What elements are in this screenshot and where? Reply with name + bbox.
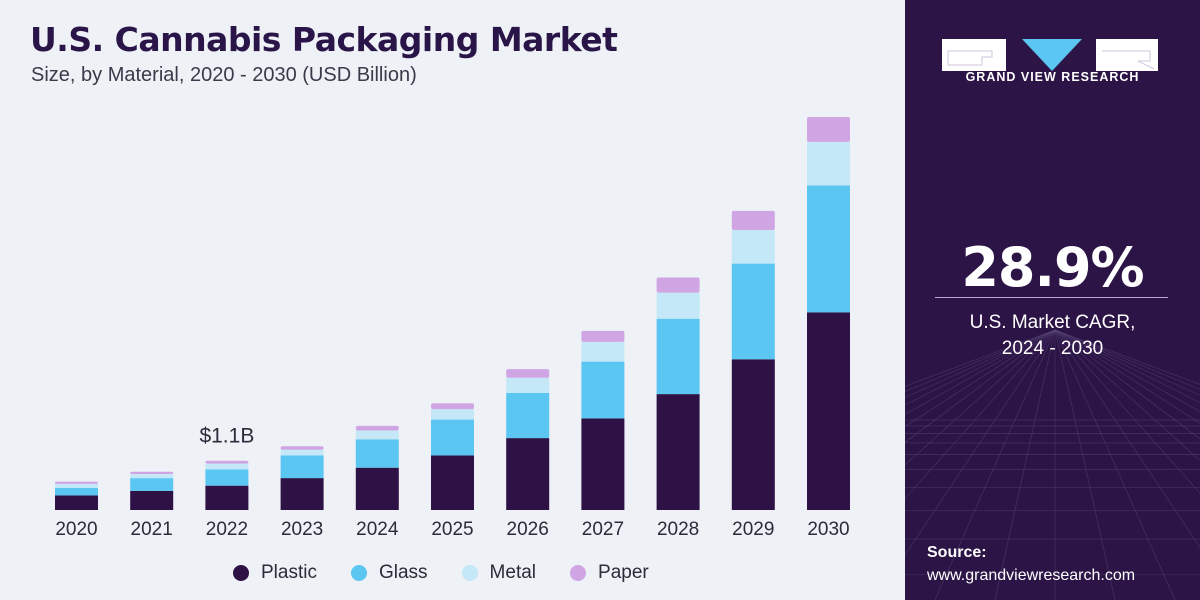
bar-segment-plastic-2023 xyxy=(280,478,324,510)
x-tick-label-2030: 2030 xyxy=(807,519,849,540)
perspective-grid-decoration xyxy=(905,329,1200,600)
legend-label-metal: Metal xyxy=(489,562,537,583)
cagr-label: U.S. Market CAGR, 2024 - 2030 xyxy=(969,312,1136,359)
bar-segment-glass-2022 xyxy=(205,469,249,486)
bar-segment-paper-2030 xyxy=(807,117,850,142)
bar-segment-paper-2025 xyxy=(431,403,474,410)
bar-segment-glass-2029 xyxy=(731,263,775,360)
chart-panel: U.S. Cannabis Packaging Market Size, by … xyxy=(30,20,850,584)
legend-label-paper: Paper xyxy=(598,562,649,583)
bar-segment-plastic-2025 xyxy=(431,455,474,510)
legend-item-metal: Metal xyxy=(461,562,537,584)
bar-segment-glass-2030 xyxy=(807,185,850,313)
stacked-bar-chart: 2020 2021 2022 $1.1B 2023 2024 2025 2026 2027 202… xyxy=(55,117,850,540)
bar-segment-glass-2027 xyxy=(581,361,625,419)
bar-segment-plastic-2022 xyxy=(205,485,249,510)
legend-swatch-paper xyxy=(570,565,587,581)
bar-segment-metal-2027 xyxy=(581,341,625,362)
legend-label-plastic: Plastic xyxy=(261,562,317,583)
chart-legend: Plastic Glass Metal Paper xyxy=(233,562,683,584)
bar-segment-plastic-2027 xyxy=(581,418,625,510)
x-tick-label-2027: 2027 xyxy=(582,519,624,540)
bar-segment-paper-2027 xyxy=(581,330,625,342)
x-tick-label-2029: 2029 xyxy=(732,519,774,540)
bar-segment-glass-2024 xyxy=(355,439,399,468)
bar-segment-plastic-2030 xyxy=(807,312,850,510)
x-tick-label-2022: 2022 xyxy=(206,519,248,540)
bar-segment-metal-2020 xyxy=(55,483,98,488)
bar-segment-paper-2028 xyxy=(656,277,700,293)
bar-segment-glass-2020 xyxy=(55,488,98,496)
bar-segment-glass-2028 xyxy=(656,318,700,395)
bar-segment-plastic-2020 xyxy=(55,495,98,510)
x-tick-label-2023: 2023 xyxy=(281,519,323,540)
x-tick-label-2024: 2024 xyxy=(356,519,399,540)
cagr-value: 28.9% xyxy=(961,236,1144,299)
bar-segment-metal-2030 xyxy=(807,141,850,186)
bar-segment-plastic-2029 xyxy=(731,359,775,510)
chart-title: U.S. Cannabis Packaging Market xyxy=(30,20,618,59)
x-tick-label-2021: 2021 xyxy=(131,519,173,540)
bar-segment-metal-2022 xyxy=(205,463,249,470)
x-tick-label-2028: 2028 xyxy=(657,519,699,540)
bar-segment-glass-2021 xyxy=(130,478,174,491)
legend-swatch-plastic xyxy=(233,565,249,581)
legend-item-paper: Paper xyxy=(570,562,649,584)
legend-item-plastic: Plastic xyxy=(233,562,317,584)
bar-segment-plastic-2024 xyxy=(355,467,399,510)
source-url[interactable]: www.grandviewresearch.com xyxy=(927,567,1136,584)
divider xyxy=(935,297,1168,298)
bar-segment-metal-2024 xyxy=(355,430,399,440)
bar-segment-metal-2025 xyxy=(431,409,474,420)
bar-segment-paper-2029 xyxy=(731,210,775,230)
bar-segment-paper-2021 xyxy=(130,471,174,474)
chart-subtitle: Size, by Material, 2020 - 2030 (USD Bill… xyxy=(31,64,417,86)
x-tick-label-2025: 2025 xyxy=(431,519,473,540)
bar-segment-paper-2024 xyxy=(355,425,399,431)
sidebar-panel: GRAND VIEW RESEARCH 28.9% U.S. Market CA… xyxy=(905,0,1200,600)
gvr-logo xyxy=(942,39,1158,71)
bar-segment-paper-2023 xyxy=(280,446,324,450)
x-tick-label-2020: 2020 xyxy=(55,519,97,540)
bar-segment-plastic-2021 xyxy=(130,490,174,510)
source-label: Source: xyxy=(927,544,987,561)
x-tick-label-2026: 2026 xyxy=(507,519,549,540)
legend-swatch-glass xyxy=(350,565,367,581)
bar-segment-metal-2023 xyxy=(280,449,324,456)
bar-segment-paper-2020 xyxy=(55,481,98,484)
bar-segment-glass-2025 xyxy=(431,419,474,456)
legend-swatch-metal xyxy=(461,565,478,581)
bar-segment-paper-2026 xyxy=(506,369,550,378)
bar-segment-metal-2029 xyxy=(731,230,775,264)
bar-segment-glass-2023 xyxy=(280,455,324,479)
bar-segment-glass-2026 xyxy=(506,392,550,439)
legend-item-glass: Glass xyxy=(350,562,428,584)
brand-name: GRAND VIEW RESEARCH xyxy=(965,70,1140,84)
bar-segment-paper-2022 xyxy=(205,460,249,464)
bar-segment-plastic-2028 xyxy=(656,394,700,510)
bar-segment-plastic-2026 xyxy=(506,438,550,510)
bar-segment-metal-2021 xyxy=(130,474,174,479)
bar-segment-metal-2026 xyxy=(506,377,550,393)
legend-label-glass: Glass xyxy=(378,562,428,583)
bar-segment-metal-2028 xyxy=(656,292,700,319)
data-label-2022: $1.1B xyxy=(199,425,254,448)
